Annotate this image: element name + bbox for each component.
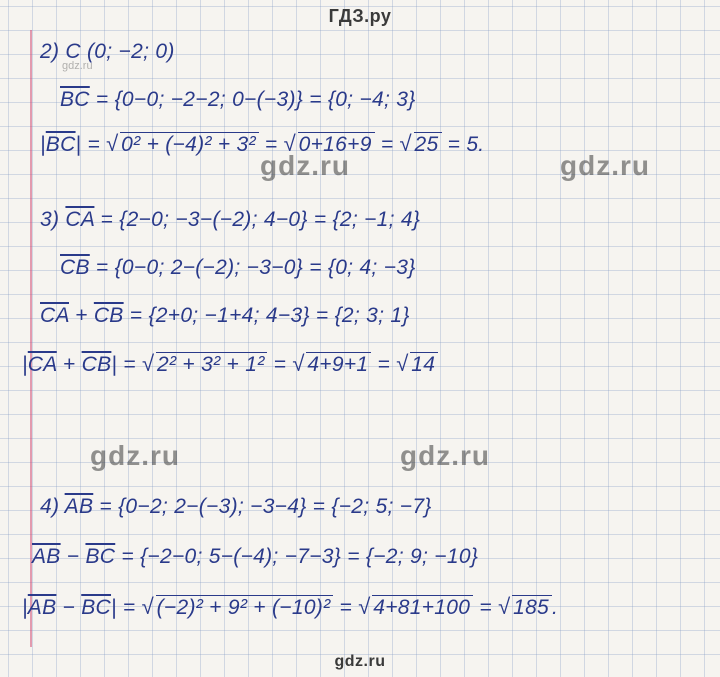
page-footer: gdz.ru [0, 653, 720, 671]
vector-bc: BC [81, 596, 111, 619]
vector-bc: BC [85, 545, 115, 568]
text: + [57, 353, 82, 376]
math-line: CB = {0−0; 2−(−2); −3−0} = {0; 4; −3} [60, 256, 708, 280]
sqrt: 25 [400, 132, 442, 157]
math-line: 4) AB = {0−2; 2−(−3); −3−4} = {−2; 5; −7… [40, 495, 708, 519]
sqrt: 4+81+100 [358, 595, 473, 620]
text: = {2+0; −1+4; 4−3} = {2; 3; 1} [124, 304, 410, 327]
text: = [117, 353, 142, 376]
vector-ca: CA [40, 304, 69, 327]
vector-bc: BC [60, 88, 90, 111]
radicand: (−2)² + 9² + (−10)² [156, 595, 334, 620]
math-line: AB − BC = {−2−0; 5−(−4); −7−3} = {−2; 9;… [32, 545, 708, 569]
text: = {0−0; 2−(−2); −3−0} = {0; 4; −3} [90, 256, 416, 279]
sqrt: 0+16+9 [284, 132, 375, 157]
text: = [81, 133, 106, 156]
radicand: 0+16+9 [298, 132, 375, 157]
radicand: 14 [410, 352, 438, 377]
radicand: 185 [512, 595, 552, 620]
sqrt: 2² + 3² + 1² [142, 352, 267, 377]
text: = {0−0; −2−2; 0−(−3)} = {0; −4; 3} [90, 88, 416, 111]
sqrt: 185 [498, 595, 552, 620]
text: = {0−2; 2−(−3); −3−4} = {−2; 5; −7} [93, 495, 431, 518]
text: − [56, 596, 81, 619]
vector-cb: CB [94, 304, 124, 327]
sqrt: 14 [396, 352, 438, 377]
text: − [61, 545, 86, 568]
text: = [473, 596, 498, 619]
radicand: 2² + 3² + 1² [156, 352, 267, 377]
text: 2) C (0; −2; 0) [40, 40, 175, 63]
radicand: 25 [414, 132, 442, 157]
text: = [333, 596, 358, 619]
math-line: |CA + CB| = 2² + 3² + 1² = 4+9+1 = 14 [22, 352, 708, 377]
text: = [259, 133, 284, 156]
text: = {−2−0; 5−(−4); −7−3} = {−2; 9; −10} [115, 545, 478, 568]
math-line: BC = {0−0; −2−2; 0−(−3)} = {0; −4; 3} [60, 88, 708, 112]
text: = [375, 133, 400, 156]
radicand: 4+9+1 [306, 352, 371, 377]
math-line: CA + CB = {2+0; −1+4; 4−3} = {2; 3; 1} [40, 304, 708, 328]
radicand: 0² + (−4)² + 3² [120, 132, 259, 157]
radicand: 4+81+100 [372, 595, 473, 620]
vector-ab: AB [28, 596, 57, 619]
vector-ca: CA [65, 208, 94, 231]
vector-cb: CB [60, 256, 90, 279]
math-line: 2) C (0; −2; 0) [40, 40, 708, 64]
sqrt: 4+9+1 [292, 352, 371, 377]
text: = [267, 353, 292, 376]
text: = [371, 353, 396, 376]
text: = 5. [442, 133, 485, 156]
sqrt: 0² + (−4)² + 3² [106, 132, 259, 157]
text: + [69, 304, 94, 327]
text: = {2−0; −3−(−2); 4−0} = {2; −1; 4} [94, 208, 420, 231]
text: . [552, 596, 558, 619]
page-header: ГДЗ.ру [0, 6, 720, 27]
math-line: |AB − BC| = (−2)² + 9² + (−10)² = 4+81+1… [22, 595, 708, 620]
sqrt: (−2)² + 9² + (−10)² [142, 595, 334, 620]
vector-ab: AB [32, 545, 61, 568]
text: |BC| [40, 133, 81, 156]
math-line: |BC| = 0² + (−4)² + 3² = 0+16+9 = 25 = 5… [40, 132, 708, 157]
vector-bc: BC [46, 133, 76, 156]
vector-ca: CA [28, 353, 57, 376]
vector-cb: CB [82, 353, 112, 376]
text: = [117, 596, 142, 619]
vector-ab: AB [65, 495, 94, 518]
math-line: 3) CA = {2−0; −3−(−2); 4−0} = {2; −1; 4} [40, 208, 708, 232]
